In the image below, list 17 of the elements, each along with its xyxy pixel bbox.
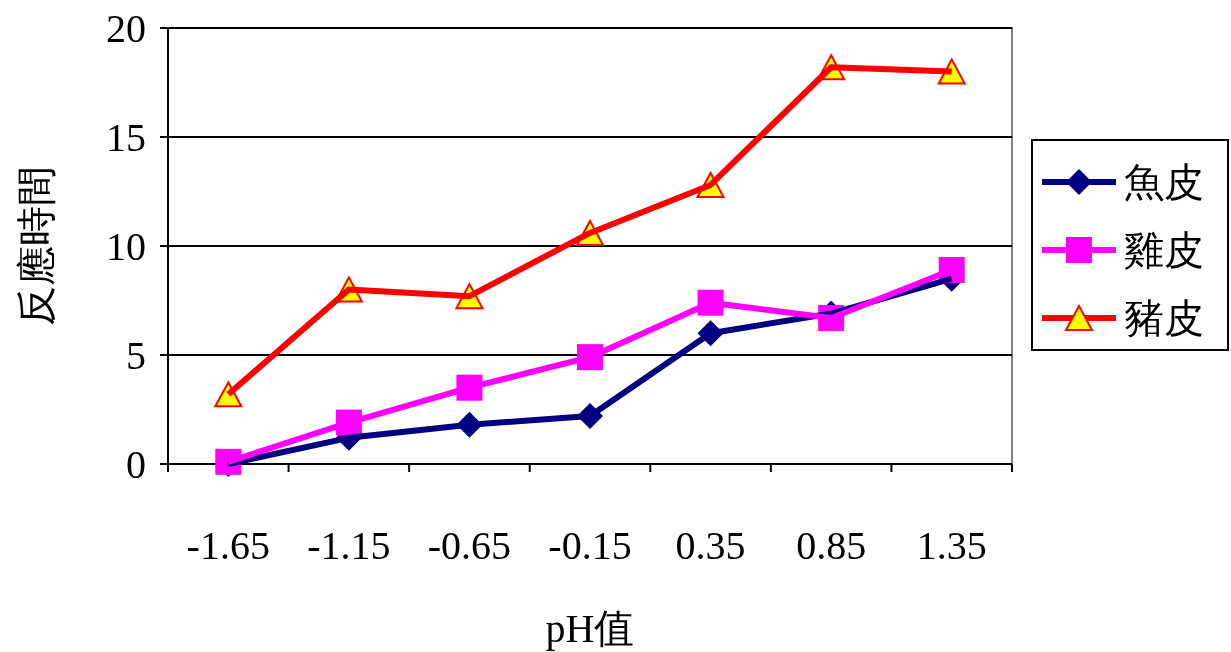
y-tick-label: 20 bbox=[106, 6, 146, 51]
x-tick-label: 1.35 bbox=[916, 523, 987, 568]
x-tick-label: -0.15 bbox=[548, 523, 632, 568]
y-tick-label: 10 bbox=[106, 224, 146, 269]
x-axis-title: pH值 bbox=[545, 606, 635, 651]
y-axis-title: 反應時間 bbox=[14, 166, 59, 326]
y-tick-label: 15 bbox=[106, 115, 146, 160]
legend-label: 雞皮 bbox=[1124, 228, 1204, 273]
y-tick-label: 5 bbox=[126, 333, 146, 378]
legend-label: 豬皮 bbox=[1124, 296, 1204, 341]
y-tick-label: 0 bbox=[126, 442, 146, 487]
x-tick-label: -1.15 bbox=[307, 523, 391, 568]
x-tick-label: 0.85 bbox=[796, 523, 867, 568]
x-tick-label: 0.35 bbox=[675, 523, 746, 568]
legend-label: 魚皮 bbox=[1124, 160, 1204, 205]
x-tick-label: -1.65 bbox=[186, 523, 270, 568]
x-tick-label: -0.65 bbox=[427, 523, 512, 568]
